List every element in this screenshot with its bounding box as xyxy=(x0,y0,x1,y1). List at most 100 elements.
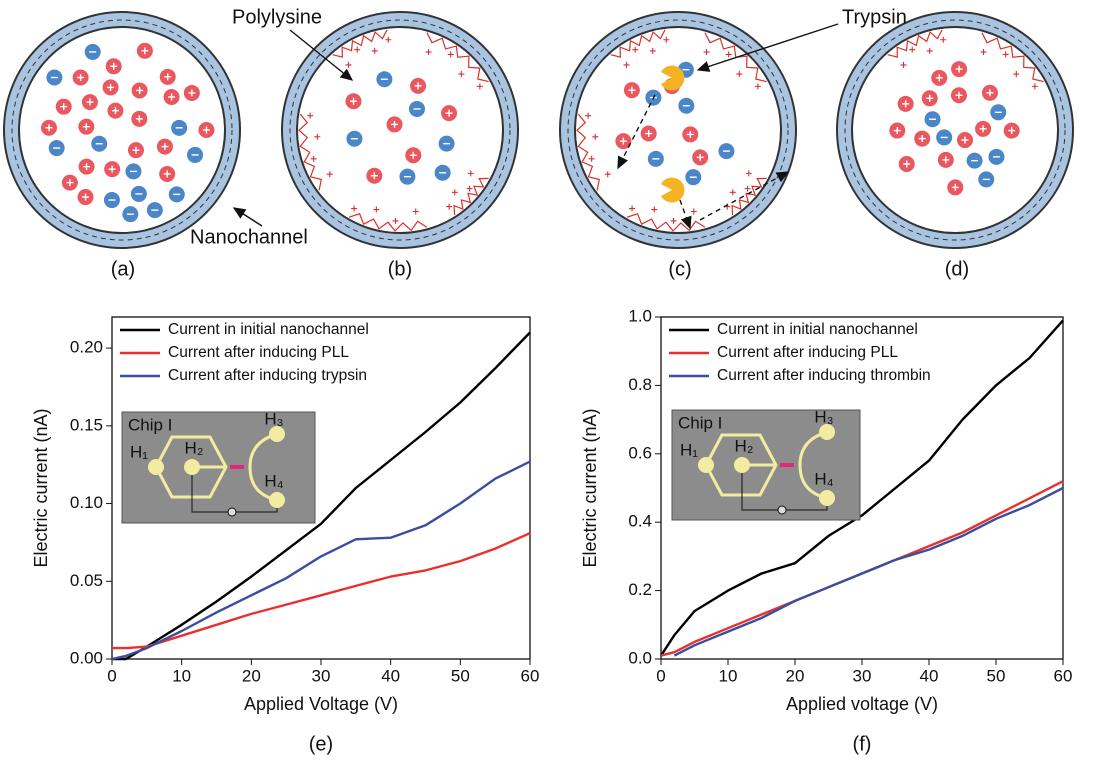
chain-charge xyxy=(754,83,761,90)
inset: Chip I H₁ H₂ H₃ H₄ xyxy=(121,409,316,524)
chain-charge xyxy=(476,83,483,90)
x-tick-label: 10 xyxy=(719,666,738,685)
inset-port-label: H₁ xyxy=(680,440,698,459)
chain-charge xyxy=(446,203,453,210)
x-tick-label: 40 xyxy=(381,666,400,685)
inset-port-label: H₃ xyxy=(814,407,833,426)
legend-label: Current after inducing PLL xyxy=(168,344,349,361)
trypsin-path xyxy=(699,171,790,221)
x-tick-label: 20 xyxy=(242,666,261,685)
chain-charge xyxy=(651,206,658,213)
charge-layer xyxy=(844,19,1066,241)
chain-charge xyxy=(385,36,392,43)
data-line xyxy=(659,319,1064,657)
inset-ammeter xyxy=(227,507,237,517)
x-tick-label: 40 xyxy=(920,666,939,685)
chain-charge xyxy=(467,170,474,177)
annotation-arrow xyxy=(232,207,263,227)
x-tick-label: 60 xyxy=(1054,666,1073,685)
chain-charge xyxy=(585,112,592,119)
annotation: Polylysine xyxy=(232,6,322,28)
chain-charge xyxy=(736,71,743,78)
x-tick-label: 30 xyxy=(853,666,872,685)
polylysine xyxy=(731,177,767,216)
y-tick-label: 0.8 xyxy=(628,375,652,394)
annotation-arrow xyxy=(696,23,839,72)
trypsin-path xyxy=(617,94,656,170)
chain-charge xyxy=(1013,71,1020,78)
chain-charge xyxy=(458,71,465,78)
y-axis-title: Electric current (nA) xyxy=(31,408,51,567)
annotation: Nanochannel xyxy=(190,226,308,248)
polylysine xyxy=(348,213,428,232)
inset-port-label: H₂ xyxy=(735,436,754,455)
y-tick-label: 0.00 xyxy=(70,648,103,667)
channel-lumen xyxy=(851,26,1059,234)
inset-port xyxy=(184,459,200,475)
inset: Chip I H₁ H₂ H₃ H₄ xyxy=(671,407,861,521)
chain-charge xyxy=(725,51,732,58)
chain-charge xyxy=(451,189,458,196)
y-tick-label: 0.2 xyxy=(628,580,652,599)
x-tick-label: 50 xyxy=(987,666,1006,685)
x-tick-label: 0 xyxy=(656,666,665,685)
chain-charge xyxy=(466,185,473,192)
x-axis-title: Applied voltage (V) xyxy=(786,694,938,714)
chain-charge xyxy=(926,47,933,54)
inset-port xyxy=(819,424,835,440)
y-tick-label: 0.6 xyxy=(628,443,652,462)
inset-port xyxy=(734,457,750,473)
inset-title: Chip I xyxy=(678,413,722,432)
panel-label: (f) xyxy=(853,733,872,755)
data-line xyxy=(112,532,531,650)
chain-charge xyxy=(629,205,636,212)
chain-charge xyxy=(371,47,378,54)
inset-port xyxy=(698,457,714,473)
chain-charge xyxy=(745,170,752,177)
polylysine xyxy=(887,29,943,58)
chain-charge xyxy=(1002,51,1009,58)
y-tick-label: 0.0 xyxy=(628,648,652,667)
data-line xyxy=(112,331,531,661)
legend-label: Current after inducing thrombin xyxy=(717,367,931,384)
inset-port-label: H₁ xyxy=(130,442,148,461)
x-tick-label: 0 xyxy=(107,666,116,685)
x-tick-label: 10 xyxy=(172,666,191,685)
chain-charge xyxy=(744,185,751,192)
chain-charge xyxy=(354,46,361,53)
inset-port xyxy=(819,490,835,506)
chain-charge xyxy=(940,36,947,43)
panel-label: (c) xyxy=(668,258,691,280)
chain-charge xyxy=(649,47,656,54)
y-tick-label: 0.05 xyxy=(70,571,103,590)
inset-port-label: H₄ xyxy=(264,471,283,490)
chain-charge xyxy=(310,155,317,162)
polylysine xyxy=(981,32,1044,83)
chain-charge xyxy=(392,217,399,224)
polylysine xyxy=(453,177,489,216)
legend-label: Current in initial nanochannel xyxy=(717,321,918,338)
chain-charge xyxy=(314,133,321,140)
legend-label: Current in initial nanochannel xyxy=(168,321,369,338)
inset-chamber xyxy=(798,430,828,500)
inset-port xyxy=(148,459,164,475)
chain-charge xyxy=(980,49,987,56)
chain-charge xyxy=(373,206,380,213)
chain-charge xyxy=(425,49,432,56)
chain-charge xyxy=(604,171,611,178)
legend-label: Current after inducing trypsin xyxy=(168,367,367,384)
inset-port-label: H₃ xyxy=(264,409,283,428)
x-tick-label: 30 xyxy=(312,666,331,685)
chain-charge xyxy=(592,133,599,140)
inset-port xyxy=(269,426,285,442)
data-line xyxy=(673,486,1064,657)
chain-charge xyxy=(351,205,358,212)
polylysine xyxy=(610,29,666,58)
chain-charge xyxy=(670,217,677,224)
trypsin xyxy=(661,177,685,203)
x-tick-label: 50 xyxy=(451,666,470,685)
inset-port-label: H₄ xyxy=(814,469,833,488)
inset-port xyxy=(269,492,285,508)
inset-chamber xyxy=(248,432,278,502)
